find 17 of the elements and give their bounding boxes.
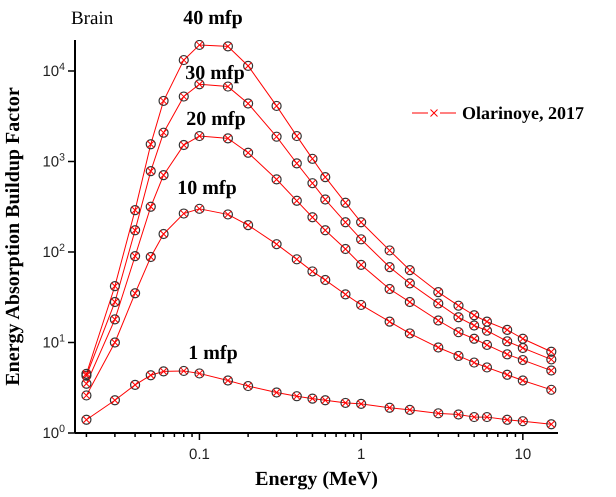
y-tick-label: 10$^{1}$ — [42, 332, 66, 352]
annotation: 10 mfp — [177, 177, 237, 199]
y-tick-label: 10$^{0}$ — [42, 423, 66, 442]
text: 40 mfp — [183, 7, 243, 29]
x-tick-label: 10 — [514, 446, 532, 463]
annotation: 30 mfp — [185, 62, 245, 84]
x-tick-label: 1 — [356, 446, 366, 463]
y-tick-label: 10$^{2}$ — [42, 242, 66, 261]
y-axis-title: Energy Absorption Buildup Factor — [2, 87, 24, 386]
chart-title: Brain — [71, 8, 114, 29]
y-tick-label: 10$^{3}$ — [42, 151, 66, 170]
annotation: 20 mfp — [186, 108, 246, 130]
x-tick-label: 0.1 — [189, 446, 210, 463]
annotation: 1 mfp — [188, 342, 238, 364]
legend-label: Olarinoye, 2017 — [462, 102, 584, 124]
x-axis-title: Energy (MeV) — [255, 468, 378, 490]
y-tick-label: 10$^{4}$ — [42, 60, 66, 80]
